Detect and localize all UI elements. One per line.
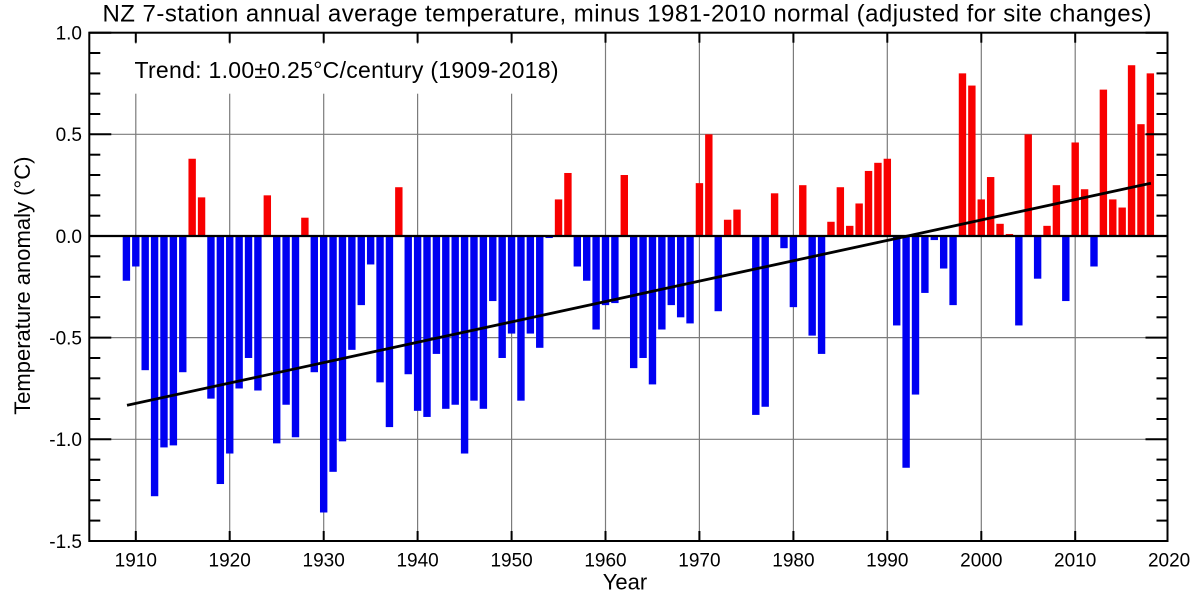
svg-text:Temperature anomaly (°C): Temperature anomaly (°C) — [10, 157, 35, 415]
svg-text:-1.0: -1.0 — [49, 430, 82, 451]
svg-text:2010: 2010 — [1054, 550, 1096, 571]
svg-text:Trend: 1.00±0.25°C/century (19: Trend: 1.00±0.25°C/century (1909-2018) — [135, 57, 559, 83]
svg-text:-1.5: -1.5 — [49, 532, 82, 553]
svg-text:1970: 1970 — [678, 550, 720, 571]
svg-text:1990: 1990 — [866, 550, 908, 571]
svg-text:1960: 1960 — [584, 550, 626, 571]
svg-text:1.0: 1.0 — [56, 24, 82, 45]
svg-text:1950: 1950 — [490, 550, 532, 571]
svg-text:1940: 1940 — [396, 550, 438, 571]
svg-text:1930: 1930 — [303, 550, 345, 571]
svg-text:0.0: 0.0 — [56, 227, 82, 248]
svg-text:2020: 2020 — [1148, 550, 1190, 571]
svg-text:-0.5: -0.5 — [49, 329, 82, 350]
svg-text:0.5: 0.5 — [56, 125, 82, 146]
svg-text:1980: 1980 — [772, 550, 814, 571]
svg-text:1910: 1910 — [115, 550, 157, 571]
svg-text:1920: 1920 — [209, 550, 251, 571]
svg-text:NZ 7-station annual average te: NZ 7-station annual average temperature,… — [103, 1, 1152, 28]
svg-text:Year: Year — [603, 570, 647, 595]
svg-text:2000: 2000 — [960, 550, 1002, 571]
